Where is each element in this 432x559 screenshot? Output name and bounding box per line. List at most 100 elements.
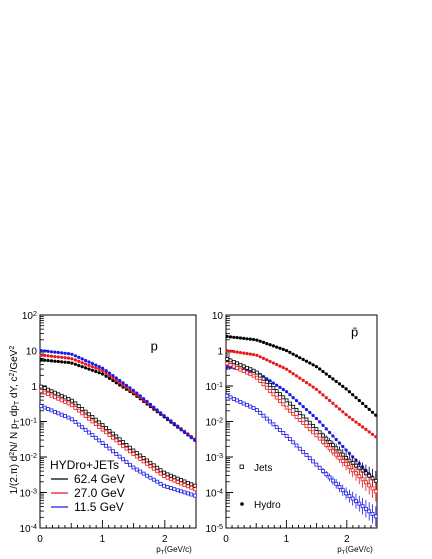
data-point: [281, 347, 285, 351]
data-point: [165, 485, 170, 490]
model-curve: [41, 359, 196, 441]
data-point: [245, 403, 249, 407]
data-point: [357, 501, 362, 506]
data-point: [77, 363, 81, 368]
data-point: [148, 464, 153, 469]
data-point: [308, 361, 312, 365]
y-tick-label-part: 10: [212, 311, 224, 322]
data-point: [148, 475, 153, 480]
data-point: [327, 475, 332, 480]
data-point: [80, 406, 85, 411]
data-point: [49, 354, 54, 358]
data-point: [192, 483, 197, 488]
data-point: [107, 376, 112, 380]
series-jets-270GeV: [225, 361, 378, 502]
data-point: [151, 463, 156, 468]
y-axis-title-part: 2: [7, 372, 16, 376]
data-point: [66, 415, 71, 420]
y-tick-label: 1: [31, 382, 37, 393]
data-point: [251, 373, 256, 378]
data-point: [281, 387, 285, 392]
data-point: [360, 477, 365, 482]
data-point: [370, 410, 375, 414]
data-point: [49, 359, 54, 363]
data-point: [235, 361, 240, 366]
data-point: [298, 402, 302, 406]
data-point: [93, 422, 98, 427]
data-point: [334, 379, 338, 383]
data-point: [128, 386, 132, 390]
data-point: [344, 491, 349, 496]
data-point: [172, 487, 177, 492]
data-point: [56, 392, 61, 397]
data-point: [245, 337, 249, 341]
data-point: [225, 393, 230, 398]
data-point: [142, 397, 146, 401]
data-point: [49, 408, 54, 413]
data-point: [39, 353, 43, 357]
data-point: [318, 390, 322, 394]
data-point: [111, 376, 115, 380]
data-point: [121, 381, 125, 385]
data-point: [318, 367, 322, 371]
data-point: [271, 386, 276, 390]
data-point: [185, 480, 190, 485]
data-point: [141, 471, 146, 476]
data-point: [46, 387, 50, 392]
data-point: [291, 372, 295, 376]
legend-entry-label: 27.0 GeV: [74, 486, 125, 500]
data-point: [341, 410, 345, 414]
data-point: [265, 342, 269, 346]
series-jets-624GeV: [39, 384, 197, 488]
series-hydro-270GeV: [225, 349, 378, 439]
data-point: [73, 419, 78, 424]
data-point: [80, 361, 84, 365]
data-point: [148, 460, 153, 465]
y-tick-label-part: -4: [31, 522, 37, 531]
data-point: [179, 427, 183, 431]
data-point: [328, 398, 332, 403]
data-point: [238, 351, 242, 355]
data-point: [370, 432, 375, 436]
y-tick-label-part: 10: [205, 489, 217, 500]
data-point: [327, 446, 332, 451]
data-point: [268, 419, 273, 424]
data-point: [321, 433, 325, 438]
data-point: [344, 387, 348, 391]
data-point: [321, 469, 325, 473]
data-point: [107, 433, 112, 437]
data-point: [46, 349, 50, 353]
data-point: [182, 490, 187, 495]
data-point: [357, 398, 361, 403]
data-point: [324, 372, 328, 376]
data-point: [63, 360, 67, 364]
y-axis-title-part: 2: [7, 452, 16, 456]
data-point: [138, 453, 143, 458]
data-point: [264, 385, 269, 390]
data-point: [294, 374, 299, 378]
y-tick-label-part: -2: [31, 451, 37, 460]
data-point: [42, 405, 47, 410]
data-point: [317, 436, 322, 441]
data-point: [46, 392, 50, 397]
data-point: [97, 420, 102, 425]
data-point: [117, 441, 122, 446]
data-point: [94, 366, 98, 370]
data-point: [274, 389, 279, 394]
y-tick-label-part: 1: [31, 382, 37, 393]
data-point: [70, 417, 74, 422]
data-point: [59, 398, 64, 403]
data-point: [42, 390, 47, 395]
y-tick-label-part: -3: [31, 487, 37, 496]
data-point: [175, 476, 180, 481]
legend-open-marker: [239, 464, 244, 469]
data-point: [148, 402, 152, 406]
data-point: [314, 416, 318, 421]
data-point: [59, 412, 64, 417]
data-point: [245, 370, 249, 375]
data-point: [347, 390, 351, 394]
x-tick-label: 1: [284, 534, 290, 545]
data-point: [285, 390, 289, 394]
data-point: [94, 363, 98, 367]
